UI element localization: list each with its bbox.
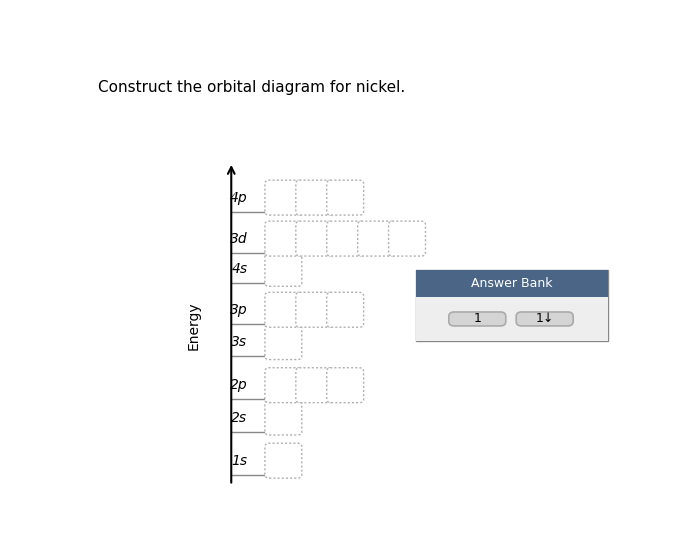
FancyBboxPatch shape	[265, 368, 302, 403]
FancyBboxPatch shape	[327, 221, 363, 256]
FancyBboxPatch shape	[265, 251, 302, 286]
FancyBboxPatch shape	[265, 221, 302, 256]
FancyBboxPatch shape	[265, 180, 302, 215]
FancyBboxPatch shape	[296, 221, 332, 256]
FancyBboxPatch shape	[516, 312, 573, 326]
FancyBboxPatch shape	[389, 221, 426, 256]
FancyBboxPatch shape	[327, 180, 363, 215]
Text: 4p: 4p	[230, 190, 248, 204]
FancyBboxPatch shape	[265, 292, 302, 327]
FancyBboxPatch shape	[265, 325, 302, 360]
Text: 4s: 4s	[232, 262, 248, 276]
Text: 2s: 2s	[232, 410, 248, 424]
Text: 1: 1	[473, 312, 481, 325]
Text: 1s: 1s	[232, 454, 248, 468]
Text: 3s: 3s	[232, 335, 248, 349]
Text: Construct the orbital diagram for nickel.: Construct the orbital diagram for nickel…	[98, 80, 405, 95]
FancyBboxPatch shape	[327, 368, 363, 403]
FancyBboxPatch shape	[265, 443, 302, 478]
FancyBboxPatch shape	[265, 400, 302, 435]
Text: 1↓: 1↓	[536, 312, 554, 325]
FancyBboxPatch shape	[416, 297, 608, 341]
FancyBboxPatch shape	[358, 221, 395, 256]
Text: 2p: 2p	[230, 378, 248, 392]
FancyBboxPatch shape	[296, 292, 332, 327]
Text: 3d: 3d	[230, 232, 248, 246]
Text: Answer Bank: Answer Bank	[471, 277, 553, 290]
FancyBboxPatch shape	[296, 180, 332, 215]
Text: Energy: Energy	[186, 302, 200, 350]
FancyBboxPatch shape	[327, 292, 363, 327]
FancyBboxPatch shape	[449, 312, 506, 326]
FancyBboxPatch shape	[296, 368, 332, 403]
FancyBboxPatch shape	[416, 270, 608, 297]
Text: 3p: 3p	[230, 303, 248, 317]
